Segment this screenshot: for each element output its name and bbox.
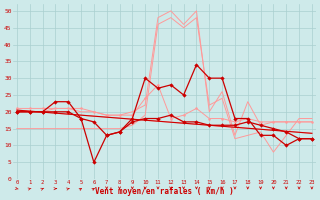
X-axis label: Vent moyen/en rafales ( km/h ): Vent moyen/en rafales ( km/h ) — [95, 187, 234, 196]
